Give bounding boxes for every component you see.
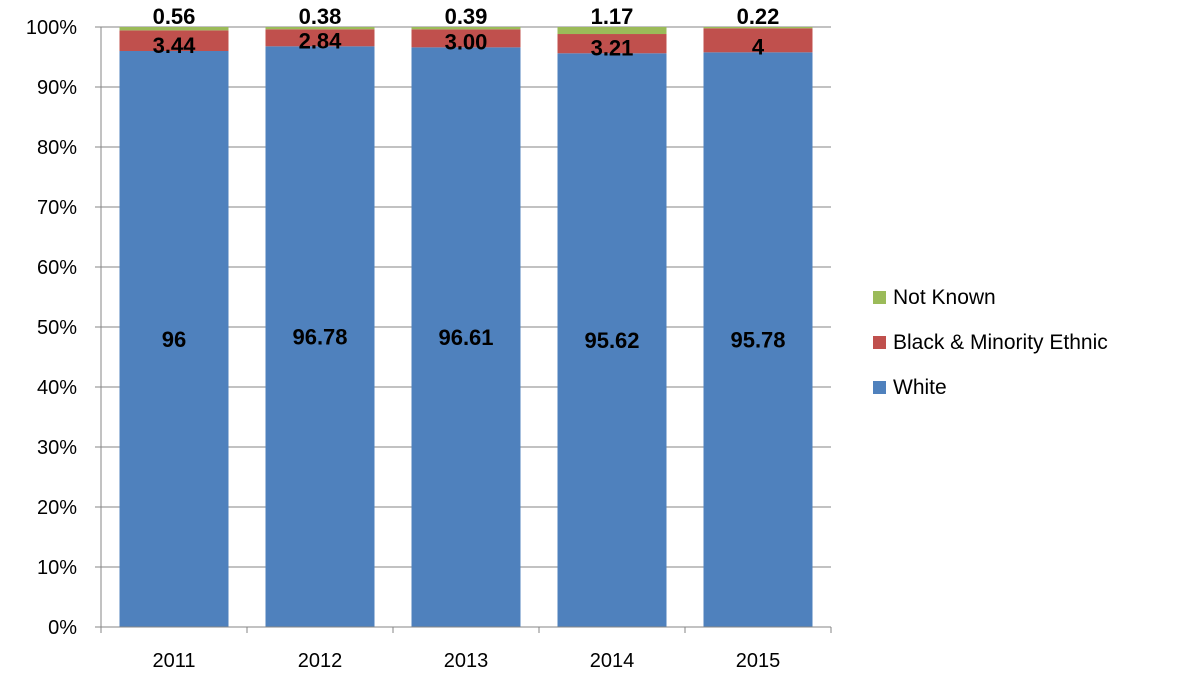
data-label: 96.78 bbox=[292, 325, 347, 350]
bar-segment-white bbox=[119, 51, 229, 627]
x-tick-label: 2011 bbox=[152, 650, 195, 672]
x-tick-label: 2012 bbox=[298, 650, 343, 672]
data-label: 96 bbox=[162, 327, 186, 352]
y-tick-label: 0% bbox=[48, 617, 77, 639]
legend-swatch bbox=[873, 291, 886, 304]
legend-label: Black & Minority Ethnic bbox=[893, 331, 1108, 354]
bars bbox=[119, 27, 813, 627]
y-tick-label: 10% bbox=[37, 557, 77, 579]
axes bbox=[95, 26, 832, 633]
bar-segment-black-minority-ethnic bbox=[703, 28, 813, 53]
legend-label: Not Known bbox=[893, 286, 996, 309]
data-label: 0.38 bbox=[299, 4, 342, 29]
data-label: 2.84 bbox=[299, 28, 343, 53]
data-label: 0.39 bbox=[445, 4, 488, 29]
x-tick-label: 2015 bbox=[736, 650, 781, 672]
data-label: 0.56 bbox=[153, 4, 196, 29]
bar-segment-not-known bbox=[411, 27, 521, 30]
legend: Not Known Black & Minority Ethnic White bbox=[873, 286, 1108, 399]
bar-segment-not-known bbox=[703, 27, 813, 29]
y-tick-label: 50% bbox=[37, 317, 77, 339]
bar-segment-black-minority-ethnic bbox=[557, 34, 667, 54]
data-label: 3.00 bbox=[445, 29, 488, 54]
y-tick-label: 100% bbox=[26, 17, 77, 39]
y-tick-label: 80% bbox=[37, 137, 77, 159]
data-labels: 96 3.44 0.56 96.78 2.840.38 96.61 3.000.39 95.6… bbox=[153, 4, 786, 353]
legend-swatch bbox=[873, 336, 886, 349]
bar-segment-not-known bbox=[557, 27, 667, 35]
y-tick-label: 30% bbox=[37, 437, 77, 459]
bar-segment-white bbox=[557, 53, 667, 627]
legend-swatch bbox=[873, 381, 886, 394]
data-label: 95.62 bbox=[584, 328, 639, 353]
data-label: 3.44 bbox=[153, 33, 197, 58]
bar-segment-not-known bbox=[119, 27, 229, 31]
bar-segment-white bbox=[265, 46, 375, 627]
data-label: 3.21 bbox=[591, 35, 634, 60]
x-tick-labels: 2011 2012 2013 2014 2015 bbox=[152, 650, 780, 672]
y-tick-label: 60% bbox=[37, 257, 77, 279]
y-tick-labels: 0% 10% 20% 30% 40% 50% 60% 70% 80% 90% 100% bbox=[26, 17, 77, 639]
x-tick-label: 2014 bbox=[590, 650, 635, 672]
bar-segment-black-minority-ethnic bbox=[119, 30, 229, 51]
bar-segment-white bbox=[703, 52, 813, 627]
bar-segment-black-minority-ethnic bbox=[411, 29, 521, 48]
legend-label: White bbox=[893, 376, 947, 399]
x-tick-label: 2013 bbox=[444, 650, 489, 672]
bar-segment-not-known bbox=[265, 27, 375, 30]
bar-segment-white bbox=[411, 47, 521, 627]
data-label: 95.78 bbox=[730, 328, 785, 353]
data-label: 4 bbox=[752, 34, 765, 59]
data-label: 96.61 bbox=[438, 325, 493, 350]
data-label: 1.17 bbox=[591, 4, 634, 29]
y-tick-label: 90% bbox=[37, 77, 77, 99]
data-label: 0.22 bbox=[737, 4, 780, 29]
y-tick-label: 40% bbox=[37, 377, 77, 399]
y-tick-label: 20% bbox=[37, 497, 77, 519]
bar-segment-black-minority-ethnic bbox=[265, 29, 375, 47]
y-tick-label: 70% bbox=[37, 197, 77, 219]
